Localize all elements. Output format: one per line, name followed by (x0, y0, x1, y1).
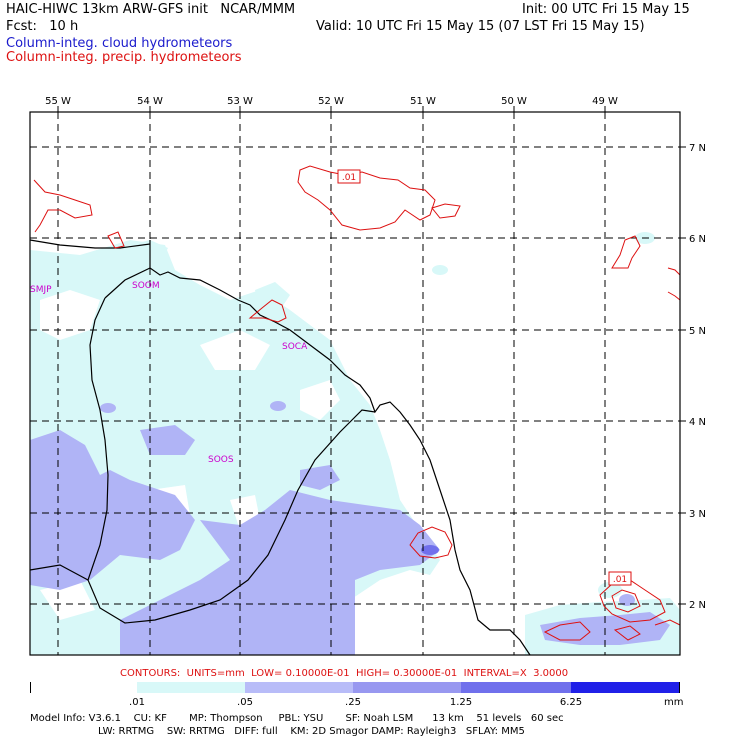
precip-contours (33, 165, 681, 641)
colorbar-label-4: 6.25 (559, 697, 583, 708)
lon-label-49w: 49 W (592, 96, 618, 107)
legend-precip-hydrometeors: Column-integ. precip. hydrometeors (6, 50, 242, 65)
lon-label-53w: 53 W (227, 96, 253, 107)
plot-title: HAIC-HIWC 13km ARW-GFS init NCAR/MMM (6, 2, 296, 17)
cloud-shading-gaps (40, 290, 340, 620)
colorbar-label-0: .01 (129, 697, 145, 708)
forecast-hour: Fcst: 10 h (6, 19, 79, 34)
valid-time: Valid: 10 UTC Fri 15 May 15 (07 LST Fri … (316, 19, 645, 34)
contour-label-2: .01 (608, 571, 632, 586)
legend-cloud-hydrometeors: Column-integ. cloud hydrometeors (6, 36, 233, 51)
lat-lon-grid (30, 112, 680, 655)
map-ticks (57, 106, 686, 605)
colorbar-seg-5 (571, 682, 679, 693)
colorbar-seg-3 (353, 682, 461, 693)
colorbar-label-2: .25 (345, 697, 361, 708)
colorbar-seg-1 (137, 682, 245, 693)
svg-text:.01: .01 (613, 575, 627, 585)
station-label-smjp: SMJP (30, 285, 52, 295)
lat-label-4n: 4 N (689, 417, 706, 428)
model-info-line2: LW: RRTMG SW: RRTMG DIFF: full KM: 2D Sm… (98, 726, 525, 737)
cloud-shading-medium (30, 401, 670, 655)
lon-label-50w: 50 W (501, 96, 527, 107)
contours-info: CONTOURS: UNITS=mm LOW= 0.10000E-01 HIGH… (120, 668, 569, 679)
map-border (29, 111, 681, 656)
colorbar-label-3: 1.25 (449, 697, 473, 708)
station-label-soca: SOCA (282, 342, 308, 352)
svg-text:.01: .01 (342, 173, 356, 183)
contour-label-1: .01 (337, 169, 361, 184)
colorbar-seg-4 (461, 682, 571, 693)
lon-label-52w: 52 W (318, 96, 344, 107)
cloud-shading-dark (421, 545, 439, 555)
coastline (29, 239, 531, 656)
model-info-line1: Model Info: V3.6.1 CU: KF MP: Thompson P… (30, 713, 564, 724)
lon-label-54w: 54 W (137, 96, 163, 107)
colorbar-unit: mm (664, 697, 684, 708)
lat-label-7n: 7 N (689, 143, 706, 154)
colorbar-seg-2 (245, 682, 353, 693)
lat-label-5n: 5 N (689, 326, 706, 337)
lat-label-6n: 6 N (689, 234, 706, 245)
lat-label-3n: 3 N (689, 509, 706, 520)
lon-label-55w: 55 W (45, 96, 71, 107)
colorbar-label-1: .05 (237, 697, 253, 708)
station-label-soos: SOOS (208, 455, 234, 465)
lon-label-51w: 51 W (410, 96, 436, 107)
lat-label-2n: 2 N (689, 600, 706, 611)
colorbar-seg-0 (31, 682, 137, 693)
station-label-soom: SOOM (132, 281, 160, 291)
init-time: Init: 00 UTC Fri 15 May 15 (522, 2, 690, 17)
